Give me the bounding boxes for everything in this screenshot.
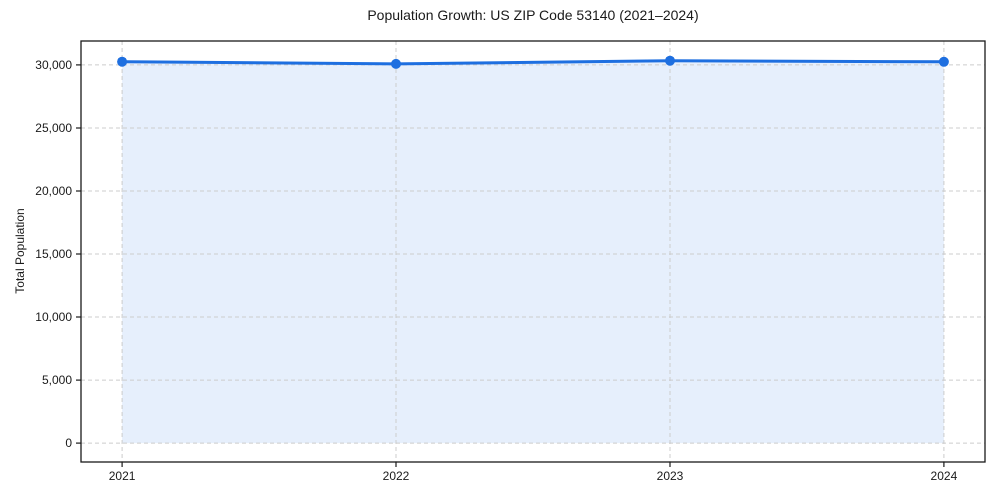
series-line xyxy=(120,59,946,66)
y-tick-label: 5,000 xyxy=(42,373,72,387)
plot-border xyxy=(80,40,986,463)
y-tick-label: 30,000 xyxy=(35,58,72,72)
data-point xyxy=(938,56,949,67)
data-point xyxy=(391,58,401,69)
x-tick-label: 2021 xyxy=(109,469,136,483)
chart-title: Population Growth: US ZIP Code 53140 (20… xyxy=(367,7,699,23)
data-point xyxy=(665,55,675,66)
y-tick-label: 20,000 xyxy=(35,184,72,198)
x-tick-label: 2023 xyxy=(657,469,684,483)
data-point xyxy=(117,56,128,67)
y-tick-label: 0 xyxy=(65,436,72,450)
x-tick-label: 2024 xyxy=(931,469,958,483)
y-tick-label: 15,000 xyxy=(35,247,72,261)
y-tick-label: 25,000 xyxy=(35,121,72,135)
area-fill xyxy=(122,60,944,444)
y-tick-label: 10,000 xyxy=(35,310,72,324)
x-tick-label: 2022 xyxy=(383,469,410,483)
